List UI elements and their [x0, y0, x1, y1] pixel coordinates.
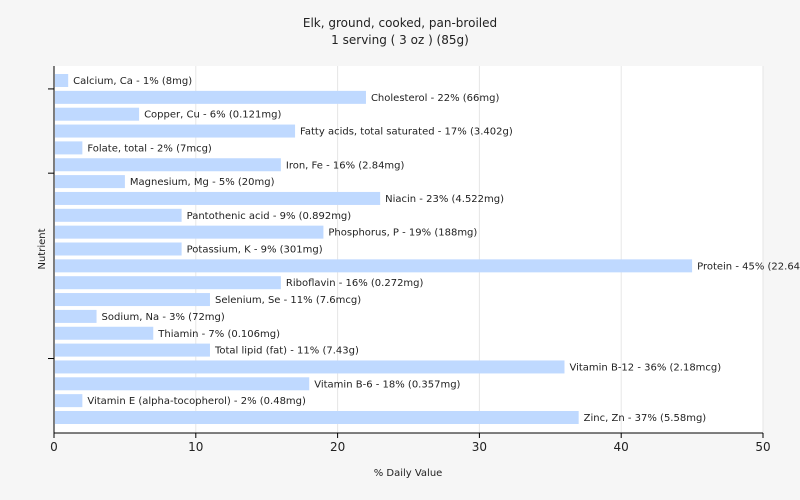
x-tick-label: 40 [614, 440, 629, 454]
bar [55, 191, 381, 205]
axes-group: 0 10 20 30 40 50 [48, 66, 771, 454]
bar-label: Thiamin - 7% (0.106mg) [157, 329, 280, 340]
x-tick-label: 0 [50, 440, 58, 454]
bar [55, 259, 693, 273]
bar-label: Copper, Cu - 6% (0.121mg) [144, 110, 281, 121]
bar [55, 74, 69, 87]
bar [55, 326, 154, 340]
x-axis-title: % Daily Value [374, 468, 443, 479]
bar-label: Total lipid (fat) - 11% (7.43g) [214, 346, 359, 357]
bar-label: Vitamin E (alpha-tocopherol) - 2% (0.48m… [87, 396, 306, 407]
bar-label: Cholesterol - 22% (66mg) [371, 93, 500, 104]
bar-label: Potassium, K - 9% (301mg) [187, 245, 323, 256]
chart-title: Elk, ground, cooked, pan-broiled [303, 16, 497, 30]
bar [55, 343, 210, 357]
chart-subtitle: 1 serving ( 3 oz ) (85g) [331, 33, 469, 47]
bar [55, 293, 210, 307]
bar [55, 208, 182, 222]
bar-label: Riboflavin - 16% (0.272mg) [286, 278, 424, 289]
bar [55, 360, 565, 374]
bar [55, 242, 182, 256]
bar-label: Protein - 45% (22.64g) [697, 261, 800, 272]
bar-label: Selenium, Se - 11% (7.6mcg) [215, 295, 361, 306]
bar-label: Fatty acids, total saturated - 17% (3.40… [300, 127, 513, 138]
bar [55, 394, 83, 408]
bar [55, 124, 296, 138]
bar [55, 411, 579, 424]
bar-label: Sodium, Na - 3% (72mg) [102, 312, 225, 323]
bar [55, 175, 125, 189]
bar-label: Magnesium, Mg - 5% (20mg) [130, 177, 275, 188]
bar [55, 158, 281, 172]
bar [55, 107, 140, 121]
bar [55, 309, 97, 323]
bar-label: Zinc, Zn - 37% (5.58mg) [584, 413, 707, 424]
bar-label: Vitamin B-6 - 18% (0.357mg) [314, 379, 460, 390]
bar-label: Pantothenic acid - 9% (0.892mg) [187, 211, 352, 222]
bar [55, 377, 310, 391]
y-axis-title: Nutrient [37, 228, 48, 269]
bar-label: Niacin - 23% (4.522mg) [385, 194, 504, 205]
bar-label: Phosphorus, P - 19% (188mg) [328, 228, 477, 239]
bars-group: Calcium, Ca - 1% (8mg) Cholesterol - 22% … [55, 74, 800, 424]
bar-label: Vitamin B-12 - 36% (2.18mcg) [569, 362, 721, 373]
bar [55, 90, 366, 104]
bar [55, 276, 281, 290]
bar-label: Folate, total - 2% (7mcg) [87, 143, 212, 154]
x-tick-label: 10 [188, 440, 203, 454]
x-tick-label: 30 [472, 440, 487, 454]
bar [55, 141, 83, 155]
x-tick-label: 20 [330, 440, 345, 454]
bar-label: Calcium, Ca - 1% (8mg) [73, 76, 192, 87]
x-tick-label: 50 [755, 440, 770, 454]
bar [55, 225, 324, 239]
bar-label: Iron, Fe - 16% (2.84mg) [286, 160, 405, 171]
